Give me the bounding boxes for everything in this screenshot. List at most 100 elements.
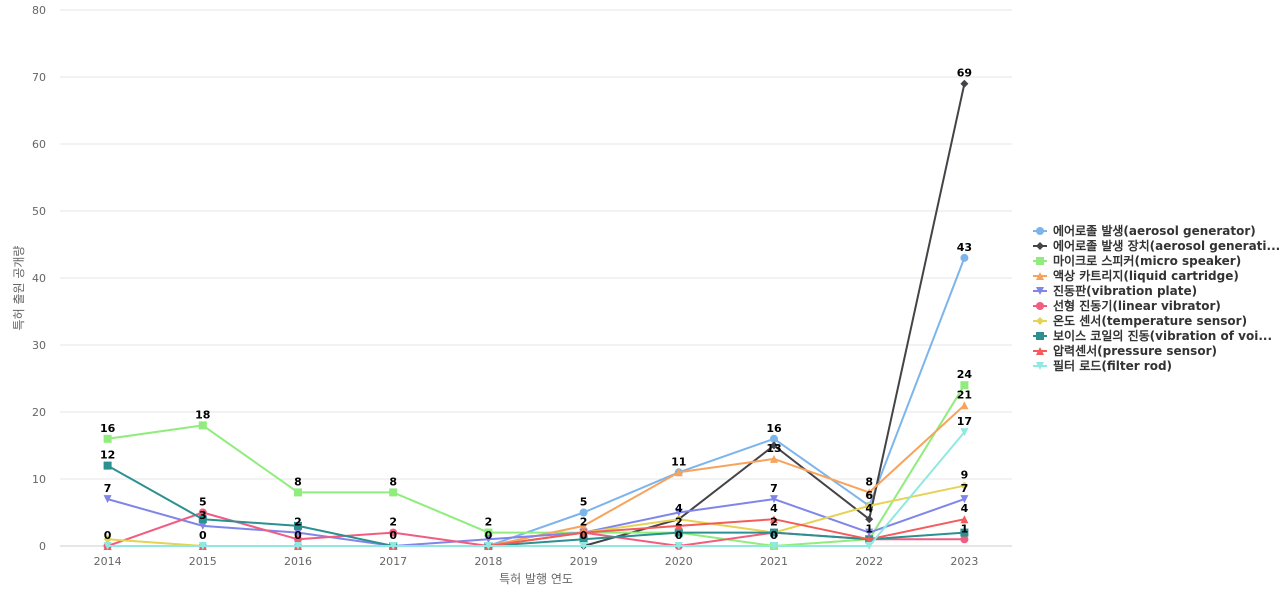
legend-item[interactable]: 선형 진동기(linear vibrator)	[1033, 298, 1221, 313]
legend-item[interactable]: 에어로졸 발생 장치(aerosol generati...	[1033, 238, 1280, 253]
data-label: 1	[961, 522, 969, 535]
data-label: 4	[675, 502, 683, 515]
legend-item[interactable]: 온도 센서(temperature sensor)	[1033, 313, 1247, 328]
data-label: 18	[195, 408, 210, 421]
data-point	[865, 488, 874, 497]
legend-swatch-marker	[1036, 227, 1044, 235]
x-axis: 2014 2015 2016 2017 2018 2019 2020 2021 2022 2023	[94, 555, 979, 568]
legend-label: 에어로졸 발생 장치(aerosol generati...	[1053, 238, 1280, 253]
data-point	[674, 542, 683, 550]
data-point	[960, 79, 969, 88]
legend-swatch-marker	[1036, 302, 1044, 310]
y-tick-label: 20	[32, 406, 46, 419]
series-1	[103, 253, 969, 550]
legend-label: 온도 센서(temperature sensor)	[1053, 313, 1247, 328]
data-point	[960, 495, 969, 504]
data-point	[389, 488, 398, 497]
x-tick-label: 2017	[379, 555, 407, 568]
data-point	[770, 454, 778, 463]
x-tick-label: 2014	[94, 555, 122, 568]
data-label: 8	[389, 475, 397, 488]
data-label: 0	[770, 529, 778, 542]
data-point	[674, 521, 683, 530]
data-point	[770, 495, 778, 504]
data-point	[484, 528, 493, 537]
legend-item[interactable]: 액상 카트리지(liquid cartridge)	[1033, 268, 1239, 283]
series-line	[107, 498, 965, 547]
data-point	[389, 528, 398, 537]
legend-item[interactable]: 에어로졸 발생(aerosol generator)	[1033, 223, 1256, 238]
data-point	[960, 401, 969, 410]
y-axis-title: 특허 출원 공개량	[12, 246, 26, 331]
legend-item[interactable]: 진동판(vibration plate)	[1033, 283, 1197, 298]
y-tick-label: 40	[32, 272, 46, 285]
legend-item[interactable]: 마이크로 스피커(micro speaker)	[1033, 253, 1241, 268]
series-line	[107, 431, 966, 547]
data-point	[294, 535, 302, 544]
x-tick-label: 2015	[189, 555, 217, 568]
data-label: 4	[961, 502, 969, 515]
series-line	[107, 464, 965, 547]
data-point	[960, 535, 969, 544]
data-point	[960, 528, 969, 537]
data-point	[579, 542, 588, 550]
x-tick-label: 2020	[665, 555, 693, 568]
data-label: 2	[294, 516, 302, 529]
data-point	[198, 521, 207, 530]
legend-item[interactable]: 압력센서(pressure sensor)	[1033, 343, 1217, 358]
legend-swatch-marker	[1036, 257, 1044, 265]
data-label: 5	[580, 496, 588, 509]
data-label: 8	[865, 475, 873, 488]
data-point	[865, 501, 874, 510]
legend-label: 압력센서(pressure sensor)	[1053, 343, 1217, 358]
data-label: 16	[766, 422, 782, 435]
legend-swatch-marker	[1036, 317, 1044, 325]
x-tick-label: 2023	[950, 555, 978, 568]
grid-lines	[60, 9, 1012, 547]
legend-item[interactable]: 필터 로드(filter rod)	[1033, 358, 1172, 373]
data-label: 12	[100, 449, 115, 462]
data-label: 43	[957, 241, 972, 254]
data-point	[960, 481, 969, 490]
legend[interactable]: 에어로졸 발생(aerosol generator)에어로졸 발생 장치(aer…	[1033, 223, 1280, 373]
data-label: 2	[675, 516, 683, 529]
data-point	[770, 434, 778, 443]
data-label: 9	[961, 469, 969, 482]
legend-swatch-marker	[1036, 332, 1044, 340]
y-axis: 0 10 20 30 40 50 60 70 80	[32, 4, 46, 553]
legend-swatch-marker	[1036, 362, 1044, 370]
series-line	[107, 404, 966, 547]
data-point	[103, 535, 112, 544]
legend-label: 보이스 코일의 진동(vibration of voi...	[1053, 328, 1272, 343]
data-point	[294, 521, 302, 530]
data-point	[198, 421, 207, 430]
data-point	[770, 441, 778, 450]
legend-label: 필터 로드(filter rod)	[1053, 358, 1172, 373]
data-label: 0	[104, 529, 112, 542]
data-labels: 1612701853082082020520114201613742086416…	[100, 67, 972, 542]
data-point	[960, 515, 969, 524]
legend-swatch-marker	[1036, 272, 1044, 280]
data-point	[579, 535, 588, 544]
data-point	[865, 535, 874, 544]
series-3	[103, 381, 969, 550]
data-label: 2	[389, 516, 397, 529]
data-point	[294, 542, 302, 550]
data-label: 24	[957, 368, 973, 381]
y-tick-label: 60	[32, 138, 46, 151]
data-point	[198, 508, 207, 517]
legend-item[interactable]: 보이스 코일의 진동(vibration of voi...	[1033, 328, 1272, 343]
data-label: 0	[675, 529, 683, 542]
data-point	[674, 515, 683, 524]
data-label: 8	[294, 475, 302, 488]
data-point	[674, 528, 683, 537]
legend-label: 선형 진동기(linear vibrator)	[1053, 298, 1221, 313]
data-label: 2	[580, 516, 588, 529]
x-tick-label: 2021	[760, 555, 788, 568]
data-point	[103, 461, 112, 470]
data-point	[103, 434, 112, 443]
data-point	[865, 515, 874, 524]
series-line	[107, 83, 966, 547]
data-label: 69	[957, 67, 972, 80]
y-tick-label: 70	[32, 71, 46, 84]
